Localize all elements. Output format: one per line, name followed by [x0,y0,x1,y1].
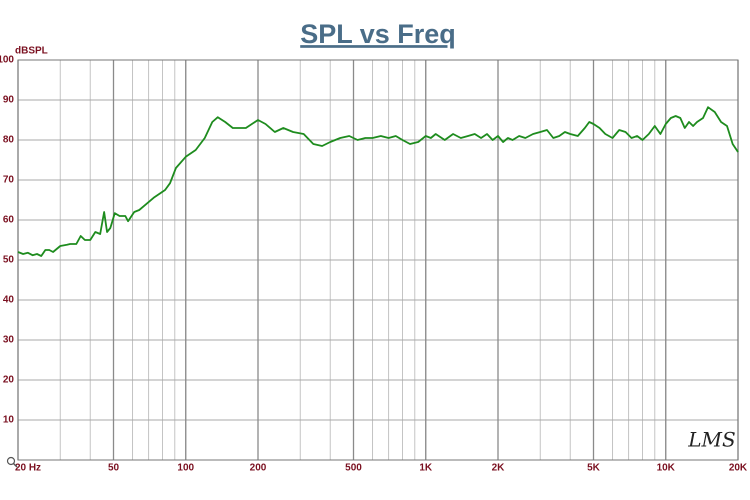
y-tick-label: 20 [3,375,15,386]
grid: 10 20 30 40 50 60 70 80 90 100 20 Hz 50 100 200 500 1K 2… [0,55,748,474]
y-axis-label: dBSPL [15,46,48,57]
x-tick-label: 20K [729,463,748,474]
x-tick-label: 50 [108,463,120,474]
y-tick-label: 80 [3,135,15,146]
y-tick-label: 70 [3,175,15,186]
watermark: LMS [687,428,735,452]
chart-title: SPL vs Freq [300,19,456,49]
y-tick-label: 90 [3,95,15,106]
x-tick-label: 10K [657,463,676,474]
plot [17,106,739,257]
x-tick-label: 5K [587,463,601,474]
y-tick-label: 50 [3,255,15,266]
y-tick-label: 60 [3,215,15,226]
plot-border [17,59,739,461]
x-tick-label: 1K [419,463,433,474]
y-tick-label: 100 [0,55,14,66]
x-tick-label: 2K [492,463,506,474]
spl-line [17,106,739,257]
x-tick-label: 100 [177,463,194,474]
x-tick-label: 500 [345,463,362,474]
y-tick-label: 40 [3,295,15,306]
y-tick-label: 30 [3,335,15,346]
zoom-icon [6,456,18,468]
x-tick-label: 200 [250,463,267,474]
x-tick-label: 20 Hz [15,463,41,474]
y-tick-label: 10 [3,415,15,426]
